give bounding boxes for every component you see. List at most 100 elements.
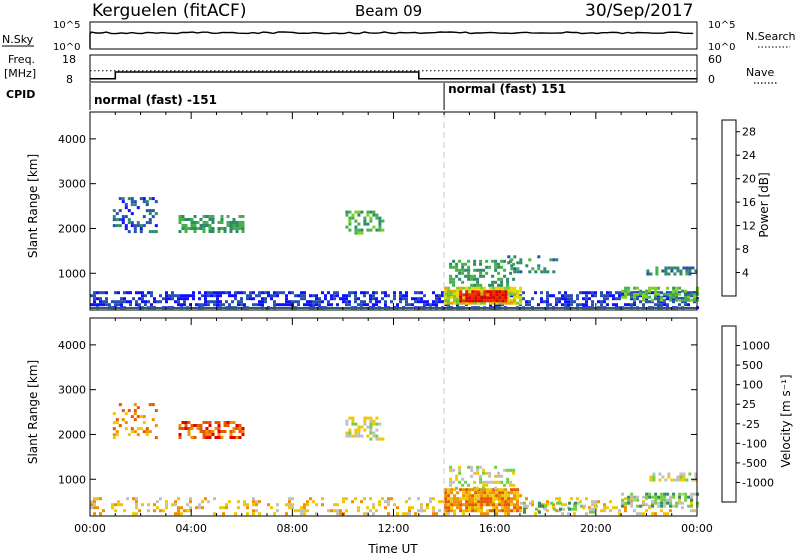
data-cell bbox=[246, 506, 249, 510]
data-cell bbox=[363, 512, 366, 516]
data-cell bbox=[654, 498, 658, 502]
data-cell bbox=[585, 497, 588, 501]
data-cell bbox=[503, 468, 507, 472]
data-cell bbox=[477, 301, 481, 305]
data-cell bbox=[133, 230, 137, 234]
data-cell bbox=[486, 488, 490, 492]
data-cell bbox=[687, 291, 690, 295]
data-cell bbox=[276, 294, 279, 298]
data-cell bbox=[654, 286, 658, 290]
data-cell bbox=[420, 509, 423, 513]
data-cell bbox=[681, 289, 685, 293]
data-cell bbox=[177, 506, 180, 510]
data-cell bbox=[592, 510, 595, 514]
data-cell bbox=[148, 209, 152, 213]
data-cell bbox=[187, 433, 191, 436]
data-cell bbox=[447, 503, 451, 507]
data-cell bbox=[151, 197, 155, 201]
data-cell bbox=[252, 303, 255, 307]
data-cell bbox=[132, 497, 135, 501]
data-cell bbox=[574, 507, 577, 511]
data-cell bbox=[432, 303, 435, 307]
data-cell bbox=[159, 300, 162, 304]
data-cell bbox=[115, 418, 119, 422]
data-cell bbox=[232, 221, 236, 224]
data-cell bbox=[467, 465, 471, 469]
data-cell bbox=[462, 509, 465, 513]
data-cell bbox=[375, 422, 379, 426]
data-cell bbox=[360, 425, 364, 429]
data-cell bbox=[237, 300, 240, 304]
data-cell bbox=[474, 290, 478, 294]
data-cell bbox=[429, 500, 432, 504]
data-cell bbox=[174, 503, 177, 507]
data-cell bbox=[655, 269, 659, 273]
data-cell bbox=[531, 267, 535, 271]
data-cell bbox=[372, 419, 376, 423]
data-cell bbox=[504, 509, 508, 513]
data-cell bbox=[139, 197, 143, 201]
data-cell bbox=[500, 280, 504, 284]
data-cell bbox=[444, 509, 448, 513]
data-cell bbox=[205, 421, 209, 424]
data-cell bbox=[438, 500, 441, 504]
data-cell bbox=[500, 283, 504, 287]
data-cell bbox=[549, 303, 552, 307]
data-cell bbox=[486, 500, 490, 504]
data-cell bbox=[476, 471, 480, 475]
data-cell bbox=[639, 300, 642, 304]
data-cell bbox=[603, 506, 606, 510]
data-cell bbox=[504, 500, 508, 504]
data-cell bbox=[509, 468, 513, 472]
data-cell bbox=[455, 274, 459, 278]
data-cell bbox=[357, 297, 360, 301]
data-cell bbox=[540, 297, 543, 301]
data-cell bbox=[261, 291, 264, 295]
data-cell bbox=[476, 465, 480, 469]
data-cell bbox=[141, 291, 144, 295]
data-cell bbox=[510, 497, 514, 501]
data-cell bbox=[476, 283, 480, 287]
data-cell bbox=[432, 509, 435, 513]
data-cell bbox=[246, 297, 249, 301]
data-cell bbox=[264, 291, 267, 295]
data-cell bbox=[561, 294, 564, 298]
data-cell bbox=[494, 474, 498, 478]
colorbar-tick-label: 28 bbox=[742, 126, 756, 139]
colorbar-tick-label: -25 bbox=[742, 418, 760, 431]
data-cell bbox=[459, 290, 463, 294]
data-cell bbox=[509, 480, 513, 484]
data-cell bbox=[102, 509, 105, 513]
data-cell bbox=[452, 277, 456, 281]
data-cell bbox=[177, 497, 180, 501]
data-cell bbox=[682, 478, 686, 482]
data-cell bbox=[174, 500, 177, 504]
freq-strip: Freq. [MHz] 18 8 60 0 Nave bbox=[4, 53, 778, 86]
data-cell bbox=[241, 227, 245, 230]
data-cell bbox=[393, 294, 396, 298]
data-cell bbox=[645, 509, 648, 513]
data-cell bbox=[105, 291, 108, 295]
data-cell bbox=[384, 291, 387, 295]
data-cell bbox=[438, 294, 441, 298]
data-cell bbox=[471, 497, 475, 501]
data-cell bbox=[537, 267, 541, 271]
data-cell bbox=[667, 272, 671, 276]
data-cell bbox=[501, 500, 504, 504]
data-cell bbox=[624, 497, 627, 501]
data-cell bbox=[456, 298, 460, 302]
data-cell bbox=[480, 500, 484, 504]
data-cell bbox=[449, 262, 453, 266]
data-cell bbox=[117, 503, 120, 507]
data-cell bbox=[333, 503, 336, 507]
data-cell bbox=[235, 424, 239, 427]
data-cell bbox=[465, 299, 469, 303]
data-cell bbox=[348, 294, 351, 298]
data-cell bbox=[489, 290, 493, 294]
data-cell bbox=[486, 292, 490, 296]
data-cell bbox=[485, 480, 489, 484]
data-cell bbox=[435, 297, 438, 301]
data-cell bbox=[321, 497, 324, 501]
data-cell bbox=[504, 503, 508, 507]
data-cell bbox=[306, 500, 309, 504]
